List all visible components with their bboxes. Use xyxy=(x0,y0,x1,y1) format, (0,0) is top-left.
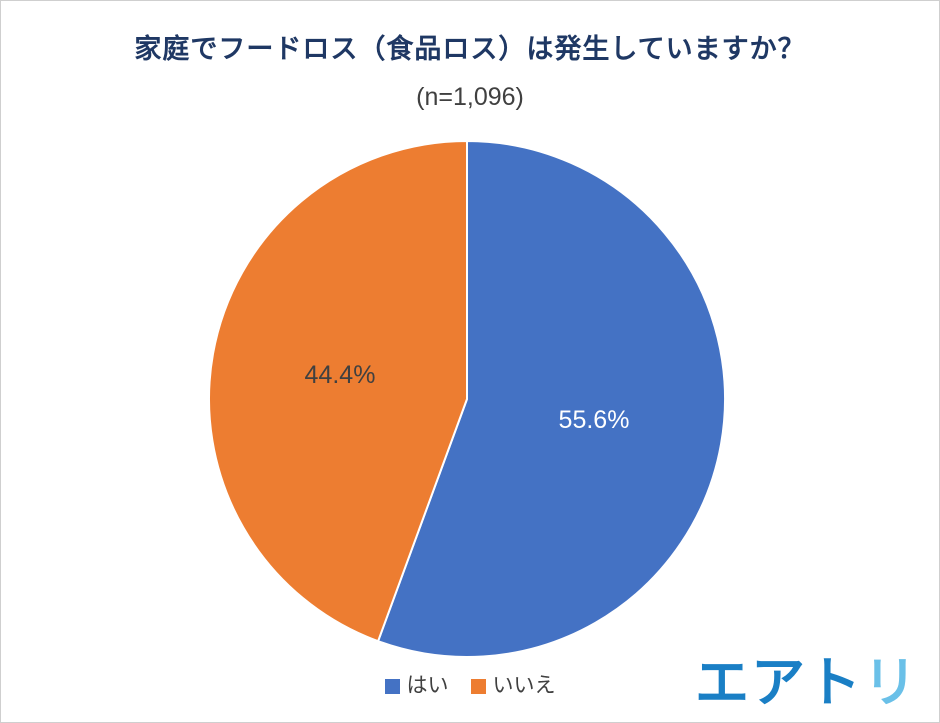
legend: はい いいえ xyxy=(1,674,939,698)
pie-slice-yes xyxy=(377,140,726,658)
pie-chart: 55.6% 44.4% xyxy=(208,140,726,658)
logo-text-accent: リ xyxy=(863,653,919,713)
legend-swatch-yes xyxy=(384,678,400,694)
chart-title: 家庭でフードロス（食品ロス）は発生していますか？ xyxy=(134,34,806,64)
sample-size-label: (n=1,096) xyxy=(416,83,524,111)
legend-label-yes: はい xyxy=(406,674,449,697)
pie-slice-no xyxy=(208,140,468,643)
airtrip-logo: エアトリ xyxy=(695,656,919,710)
logo-text-main: エアト xyxy=(695,653,863,713)
legend-item-yes: はい xyxy=(384,674,449,698)
legend-label-no: いいえ xyxy=(492,674,556,697)
legend-swatch-no xyxy=(470,678,486,694)
legend-item-no: いいえ xyxy=(470,674,556,698)
pie-value-label-no: 44.4% xyxy=(305,361,376,389)
pie-value-label-yes: 55.6% xyxy=(559,406,630,434)
